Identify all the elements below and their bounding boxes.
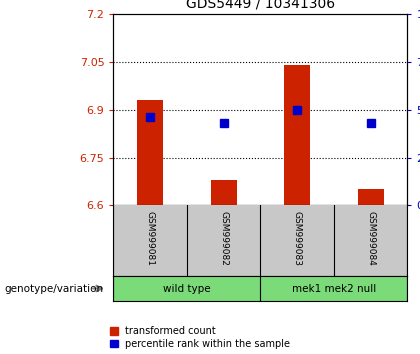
- Bar: [358, 189, 383, 205]
- Text: wild type: wild type: [163, 284, 211, 293]
- Text: GSM999083: GSM999083: [293, 211, 302, 266]
- Legend: transformed count, percentile rank within the sample: transformed count, percentile rank withi…: [110, 326, 290, 349]
- Bar: [211, 180, 236, 205]
- Text: genotype/variation: genotype/variation: [4, 284, 103, 293]
- Bar: [284, 65, 310, 205]
- Text: mek1 mek2 null: mek1 mek2 null: [292, 284, 376, 293]
- Text: GSM999081: GSM999081: [146, 211, 155, 266]
- Title: GDS5449 / 10341306: GDS5449 / 10341306: [186, 0, 335, 10]
- Text: GSM999084: GSM999084: [366, 211, 375, 266]
- Bar: [137, 100, 163, 205]
- Text: GSM999082: GSM999082: [219, 211, 228, 266]
